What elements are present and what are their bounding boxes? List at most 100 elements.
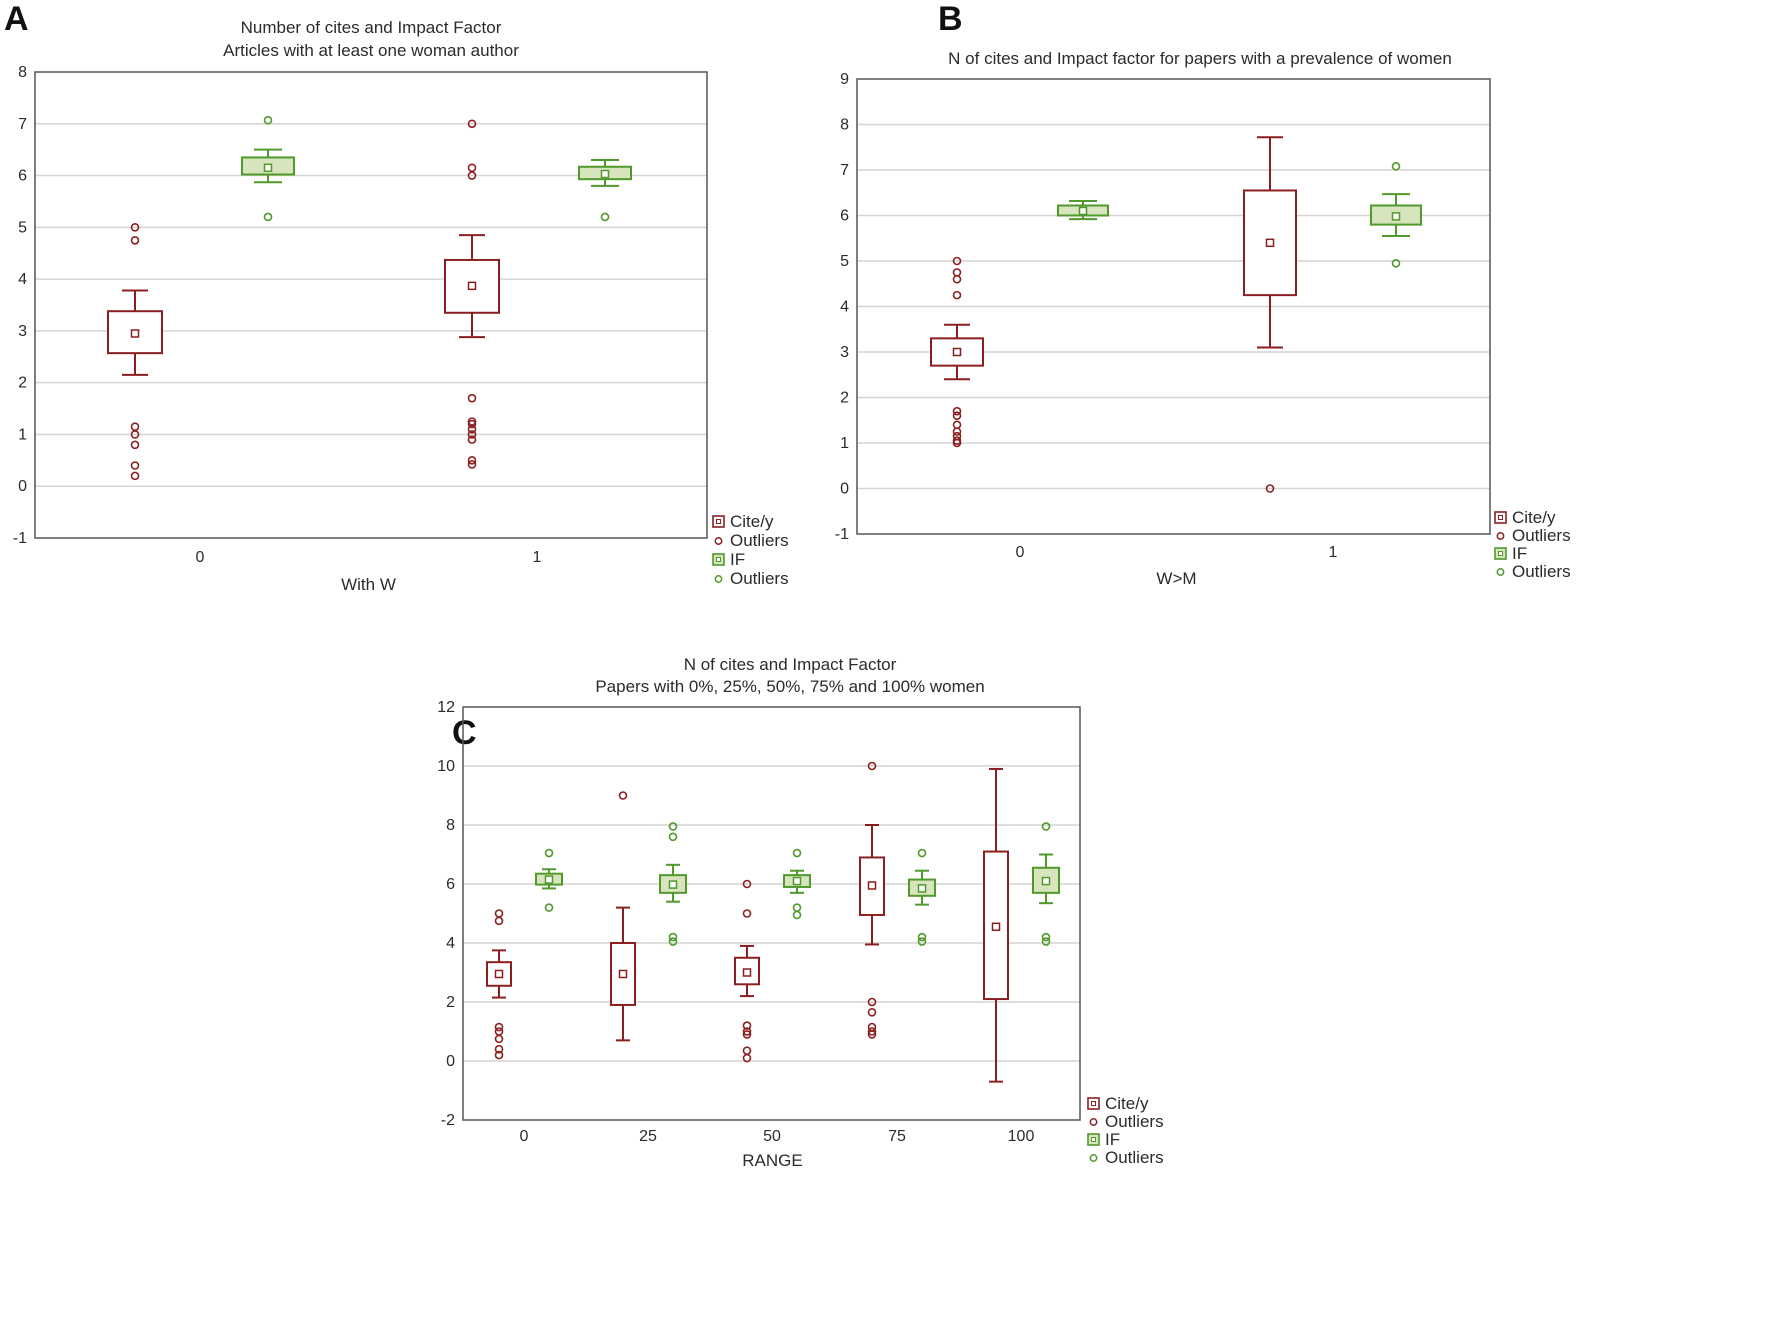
panel-b-legend-if-label: IF [1512, 544, 1527, 563]
panel-c-ytick-label: -2 [441, 1112, 455, 1129]
panel-c-plot-frame [462, 706, 1081, 1121]
panel-c-legend-if-outliers-label: Outliers [1105, 1148, 1164, 1167]
panel-c-ytick-label: 0 [446, 1053, 455, 1070]
panel-b-cite-outlier-point [952, 420, 962, 430]
panel-label-a: A [4, 0, 29, 38]
panel-a-cite-outlier-point [467, 456, 477, 465]
panel-c-if-outlier-point [668, 822, 678, 831]
panel-a-cite-outlier-point [467, 424, 477, 434]
panel-b-legend-cite-label: Cite/y [1512, 508, 1556, 527]
panel-c-ytick-label: 2 [446, 994, 455, 1011]
panel-c-if-outlier-point [544, 903, 554, 912]
panel-b-legend-cite-swatch-marker [1498, 515, 1503, 520]
panel-a-cite-outlier-point [467, 419, 477, 429]
panel-c-legend-cite-swatch-marker [1091, 1101, 1096, 1106]
panel-c-if-outlier-point [1041, 822, 1051, 831]
panel-a-ytick-label: 0 [18, 478, 27, 495]
panel-c-cite-outlier-point [494, 909, 504, 918]
panel-c-cite-median-marker [867, 881, 877, 890]
panel-a-ytick-label: 2 [18, 375, 27, 392]
panel-c-legend-cite-outliers-label: Outliers [1105, 1112, 1164, 1131]
panel-a-cite-outlier-point [467, 119, 477, 129]
panel-a-ytick-label: 4 [18, 271, 27, 288]
panel-c-xtick-label: 100 [1008, 1128, 1035, 1145]
panel-a-if-median-marker [600, 169, 610, 179]
panel-a-legend-cite-outliers-label: Outliers [730, 531, 789, 550]
panel-c-ytick-label: 10 [437, 758, 455, 775]
panel-c-cite-outlier-point [494, 1027, 504, 1036]
panel-c-cite-outlier-point [742, 1027, 752, 1036]
panel-a-ytick-label: 7 [18, 116, 27, 133]
panel-c-cite-outlier-point [494, 1044, 504, 1054]
panel-c-xtick-label: 25 [639, 1128, 657, 1145]
panel-c-if-outlier-point [1041, 932, 1051, 942]
panel-a-legend-if-outliers-label: Outliers [730, 569, 789, 588]
panel-c-cite-median-marker [494, 969, 504, 979]
panel-a-cite-median-marker [130, 329, 140, 338]
panel-a-ytick-label: 8 [18, 64, 27, 81]
panel-a-cite-outlier-point [130, 430, 140, 439]
panel-a-ytick-label: -1 [13, 530, 27, 547]
panel-c-if-outlier-point [917, 932, 927, 942]
panel-a-cite-outlier-point [467, 460, 477, 469]
panel-a-cite-outlier-point [467, 163, 477, 173]
panel-c-cite-outlier-point [867, 761, 877, 771]
panel-a-cite-outlier-point [467, 393, 477, 403]
panel-a-ytick-label: 6 [18, 168, 27, 185]
panel-a-if-outlier-point [263, 115, 273, 125]
panel-a-chart-title: Number of cites and Impact Factor [241, 18, 502, 37]
panel-a-xtick-label: 0 [196, 549, 205, 566]
panel-c-cite-median-marker [742, 968, 752, 977]
panel-b-x-axis-label: W>M [1156, 569, 1196, 588]
panel-c-cite-outlier-point [742, 1053, 752, 1063]
panel-b-ytick-label: 4 [840, 299, 849, 316]
panel-c-if-outlier-point [1041, 937, 1051, 946]
panel-c-cite-median-marker [618, 969, 628, 979]
panel-c-if-outlier-point [917, 937, 927, 946]
panel-c-if-outlier-point [544, 848, 554, 858]
panel-a-cite-outlier-point [130, 223, 140, 232]
panel-c-cite-outlier-point [742, 1030, 752, 1039]
panel-a-cite-outlier-point [467, 171, 477, 180]
panel-c-cite-outlier-point [867, 1027, 877, 1036]
panel-c-if-outlier-point [668, 932, 678, 942]
panel-b-ytick-label: 8 [840, 117, 849, 134]
panel-a-cite-median-marker [467, 281, 477, 291]
panel-c-if-median-marker [544, 875, 554, 884]
panel-b-cite-median-marker [1265, 238, 1275, 248]
panel-c-legend-if-label: IF [1105, 1130, 1120, 1149]
panel-b-cite-median-marker [952, 347, 962, 357]
panel-c-cite-outlier-point [618, 791, 628, 800]
panel-a-xtick-label: 1 [533, 549, 542, 566]
panel-c-cite-outlier-point [494, 1022, 504, 1032]
panel-a-ytick-label: 5 [18, 219, 27, 236]
panel-c-if-outlier-point [917, 848, 927, 858]
panel-c-if-outlier-point [792, 848, 802, 858]
panel-a-cite-outlier-point [130, 471, 140, 481]
panel-c-cite-outlier-point [867, 1030, 877, 1039]
panel-b-ytick-label: 9 [840, 71, 849, 88]
panel-b-ytick-label: 0 [840, 481, 849, 498]
panel-a-legend-if-label: IF [730, 550, 745, 569]
panel-b-legend-if-outliers-label: Outliers [1512, 562, 1571, 581]
panel-b-plot-frame [856, 78, 1491, 535]
panel-a-cite-outlier-point [130, 440, 140, 450]
panel-b-cite-outlier-point [952, 406, 962, 416]
panel-c-if-median-marker [668, 880, 678, 889]
panel-c-cite-outlier-point [494, 916, 504, 926]
panel-a-plot-frame [34, 71, 708, 539]
panel-b-if-median-marker [1391, 212, 1401, 221]
panel-a-cite-outlier-point [130, 422, 140, 431]
panel-b-legend-if-outliers-swatch [1496, 568, 1505, 576]
panel-a-ytick-label: 3 [18, 323, 27, 340]
panel-b-ytick-label: 2 [840, 390, 849, 407]
panel-a-cite-outlier-point [467, 430, 477, 439]
panel-a-chart-subtitle: Articles with at least one woman author [223, 41, 519, 60]
panel-c-legend-if-outliers-swatch [1089, 1154, 1098, 1162]
panel-b-legend-cite-outliers-label: Outliers [1512, 526, 1571, 545]
panel-c-cite-outlier-point [742, 909, 752, 918]
panel-b-ytick-label: 3 [840, 344, 849, 361]
panel-b-legend-cite-outliers-swatch [1496, 532, 1505, 540]
panel-b-ytick-label: 1 [840, 435, 849, 452]
